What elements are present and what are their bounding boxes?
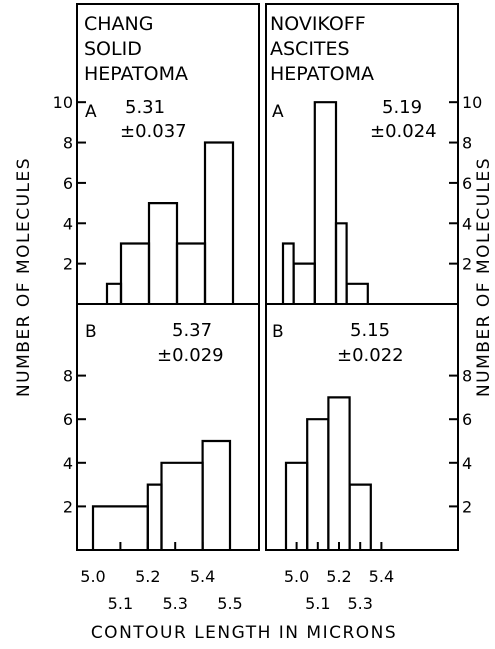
novikoff-b-ytick-label-8: 8: [462, 367, 472, 386]
chang-b-xtick-label-0: 5.0: [80, 567, 105, 586]
panel-annotations: A 5.31 ±0.037 B 5.37 ±0.029 A 5.19 ±0.02…: [85, 97, 437, 366]
y-axis-label-left: NUMBER OF MOLECULES: [14, 157, 34, 397]
novikoff-title-line-1: NOVIKOFF: [270, 13, 366, 35]
chang-a-bar-4: [175, 242, 207, 304]
novikoff-b-bar-2: [306, 418, 330, 550]
chang-a-sd: ±0.037: [120, 121, 187, 142]
novikoff-a-mean: 5.19: [382, 97, 422, 118]
chang-a-ytick-label-4: 4: [63, 214, 73, 233]
column-titles: CHANG SOLID HEPATOMA NOVIKOFF ASCITES HE…: [84, 13, 374, 85]
novikoff-title-line-3: HEPATOMA: [270, 63, 374, 85]
chang-b-bar-4: [201, 439, 232, 550]
novikoff-b-ytick-label-2: 2: [462, 497, 472, 516]
novikoff-b-panel-letter: B: [272, 322, 284, 342]
novikoff-a-bar-3: [313, 101, 338, 304]
chang-b-ytick-label-4: 4: [63, 454, 73, 473]
chang-b-sd: ±0.029: [157, 345, 224, 366]
novikoff-b-xtick-label-4: 5.4: [369, 567, 394, 586]
novikoff-a-bar-1: [281, 242, 295, 304]
chang-b-xtick-label-2: 5.2: [135, 567, 160, 586]
novikoff-b-ytick-label-6: 6: [462, 410, 472, 429]
chang-b-ytick-label-8: 8: [63, 367, 73, 386]
chang-b-mean: 5.37: [172, 320, 212, 341]
chang-a-panel-letter: A: [85, 102, 97, 122]
right-column-frame: [265, 3, 459, 551]
novikoff-a-bar-5: [345, 282, 369, 304]
chang-title-line-1: CHANG: [84, 13, 154, 35]
chang-a-bar-5: [203, 141, 235, 304]
novikoff-a-ytick-label-4: 4: [462, 214, 472, 233]
novikoff-a-ytick-label-10: 10: [462, 93, 482, 112]
novikoff-a-panel-letter: A: [272, 102, 284, 122]
chang-a-ytick-label-2: 2: [63, 255, 73, 274]
chang-b-xtick-label-5: 5.5: [217, 594, 242, 613]
chang-a-histogram: 2 4 6 8 10: [53, 93, 235, 304]
left-column-frame: [76, 3, 260, 551]
chang-title-line-3: HEPATOMA: [84, 63, 188, 85]
y-axis-label-right: NUMBER OF MOLECULES: [474, 157, 494, 397]
novikoff-b-mean: 5.15: [350, 320, 390, 341]
novikoff-a-bar-4: [334, 222, 348, 304]
chang-b-xtick-label-4: 5.4: [190, 567, 215, 586]
chang-a-ytick-label-10: 10: [53, 93, 73, 112]
novikoff-a-sd: ±0.024: [370, 121, 437, 142]
novikoff-b-bar-3: [327, 396, 351, 550]
novikoff-b-histogram: 2 4 6 8 5.0 5.1 5.2 5.3 5.4: [284, 367, 472, 613]
chang-b-bar-3: [160, 461, 204, 550]
novikoff-a-ytick-label-8: 8: [462, 134, 472, 153]
novikoff-a-ytick-label-6: 6: [462, 174, 472, 193]
chart-marks: 24681024685.05.15.25.35.45.524681024685.…: [53, 93, 483, 613]
novikoff-title-line-2: ASCITES: [270, 38, 350, 60]
chang-b-xtick-label-3: 5.3: [162, 594, 187, 613]
novikoff-a-ytick-label-2: 2: [462, 255, 472, 274]
novikoff-b-xtick-label-2: 5.2: [326, 567, 351, 586]
novikoff-b-xtick-label-0: 5.0: [284, 567, 309, 586]
chang-a-bar-2: [119, 242, 151, 304]
novikoff-b-bar-1: [284, 461, 309, 550]
chang-b-bar-2: [146, 483, 163, 550]
chang-a-bar-3: [147, 202, 179, 304]
chang-b-ytick-label-6: 6: [63, 410, 73, 429]
chang-b-ytick-label-2: 2: [63, 497, 73, 516]
novikoff-b-sd: ±0.022: [337, 345, 404, 366]
chang-b-histogram: 2 4 6 8 5.05.15.25.35.45.5: [63, 367, 243, 613]
chang-b-xtick-label-1: 5.1: [108, 594, 133, 613]
novikoff-b-xtick-label-1: 5.1: [305, 594, 330, 613]
chang-title-line-2: SOLID: [84, 38, 142, 60]
chang-a-mean: 5.31: [125, 97, 165, 118]
panel-frames: [76, 3, 459, 551]
novikoff-b-xtick-label-3: 5.3: [347, 594, 372, 613]
novikoff-a-histogram: 2 4 6 8 10: [281, 93, 482, 304]
novikoff-b-ytick-label-4: 4: [462, 454, 472, 473]
chang-a-ytick-label-8: 8: [63, 134, 73, 153]
x-axis-label: CONTOUR LENGTH IN MICRONS: [91, 623, 397, 643]
chang-a-bar-1: [105, 282, 123, 304]
novikoff-a-bar-2: [292, 262, 316, 304]
novikoff-b-bar-4: [348, 483, 372, 550]
chang-b-panel-letter: B: [85, 322, 97, 342]
chang-a-ytick-label-6: 6: [63, 174, 73, 193]
